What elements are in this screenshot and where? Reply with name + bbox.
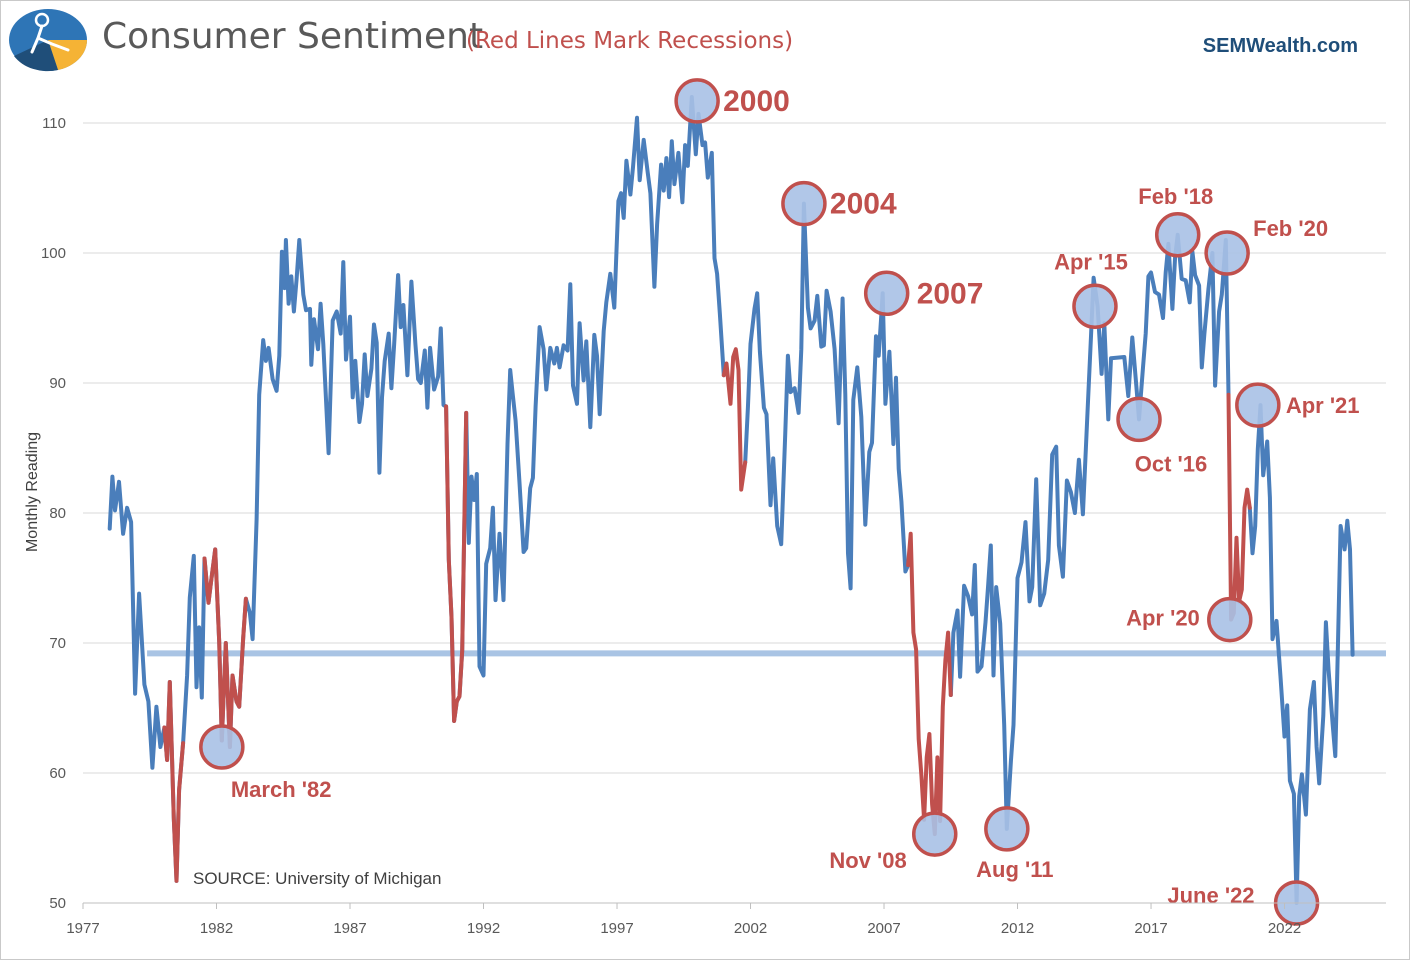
annotation-circle [1072,283,1118,330]
logo-icon [9,9,88,72]
annotation-label: Aug '11 [976,857,1053,882]
y-axis-label: Monthly Reading [24,432,41,552]
source-note: SOURCE: University of Michigan [193,869,441,888]
recession-line [444,404,469,723]
annotation-label: 2004 [830,188,897,221]
annotation-circle [863,270,910,317]
annotation-label: 2000 [723,85,790,118]
x-tick-label: 2002 [734,920,767,937]
recession-line [162,680,186,883]
annotation-label: Nov '08 [829,848,906,873]
series-line [1247,403,1355,905]
chart-title: Consumer Sentiment [102,16,484,57]
x-tick-label: 2022 [1268,920,1301,937]
recession-line [202,547,248,749]
y-tick-label: 50 [49,895,66,912]
y-tick-label: 70 [49,635,66,652]
x-tick-label: 2017 [1134,920,1167,937]
annotation-label: Feb '20 [1253,216,1328,241]
annotation-circle [674,78,720,124]
recession-line [906,531,953,837]
annotation-circle [781,180,827,227]
y-tick-label: 80 [49,505,66,522]
annotation-circle [1207,596,1253,643]
annotation-label: Apr '21 [1286,393,1360,418]
recession-line [721,347,748,492]
annotation-label: March '82 [231,777,332,802]
annotation-label: 2007 [917,277,984,310]
y-tick-label: 100 [41,245,66,262]
x-tick-label: 1997 [600,920,633,937]
x-tick-label: 2012 [1001,920,1034,937]
x-tick-label: 1982 [200,920,233,937]
annotation-circle [1204,230,1250,276]
axes: 50 60 70 80 90 100 110 1977 1982 1987 1992 1997 2002… [41,115,1386,937]
y-tick-label: 90 [49,375,66,392]
annotation-circle [199,724,245,770]
recession-line [1226,392,1252,622]
series-line [743,201,911,591]
x-tick-label: 1987 [333,920,366,937]
annotation-circle [1235,382,1281,428]
annotation-label: June '22 [1167,883,1254,908]
annotation-circle [984,806,1030,852]
annotation-label: Apr '20 [1126,606,1200,631]
series-line [948,232,1231,831]
series-line [107,95,726,883]
annotation-circle [1154,212,1201,258]
annotation-label: Apr '15 [1054,249,1128,274]
brand-link[interactable]: SEMWealth.com [1202,35,1358,57]
x-tick-label: 1992 [467,920,500,937]
annotation-markers: March '82 2000 2004 2007 Nov '08 Aug '11 Apr '… [199,78,1360,926]
y-tick-label: 60 [49,765,66,782]
annotation-label: Feb '18 [1138,184,1213,209]
annotation-circle [1116,396,1162,443]
x-tick-label: 1977 [66,920,99,937]
x-tick-label: 2007 [867,920,900,937]
annotation-circle [912,811,958,857]
annotation-label: Oct '16 [1135,451,1208,476]
chart-subtitle: (Red Lines Mark Recessions) [466,28,794,54]
y-tick-label: 110 [42,115,66,132]
